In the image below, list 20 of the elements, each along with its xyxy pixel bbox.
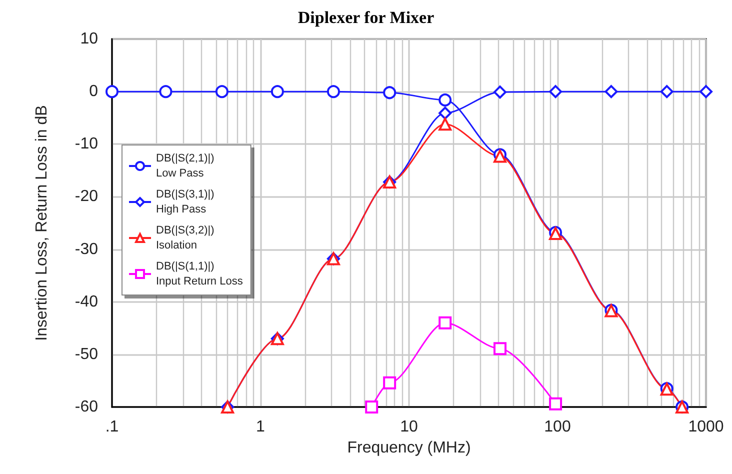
x-tick-label: 1 xyxy=(256,418,266,436)
legend-label: DB(|S(2,1)|) Low Pass xyxy=(156,152,214,180)
legend-label: DB(|S(3,2)|) Isolation xyxy=(156,224,214,252)
y-tick-label: 0 xyxy=(89,83,98,100)
x-tick-label: .1 xyxy=(105,418,119,436)
y-tick-label: -40 xyxy=(74,293,98,310)
y-tick-label: -60 xyxy=(74,398,98,416)
y-tick-label: -20 xyxy=(74,188,98,206)
y-tick-label: -30 xyxy=(74,240,98,258)
x-tick-label: 1000 xyxy=(688,418,724,436)
x-axis-title: Frequency (MHz) xyxy=(347,439,471,456)
y-tick-label: 10 xyxy=(80,30,98,48)
chart-title: Diplexer for Mixer xyxy=(298,8,435,27)
x-tick-label: 10 xyxy=(400,418,418,436)
y-axis-title: Insertion Loss, Return Loss in dB xyxy=(34,105,50,341)
legend-label: DB(|S(3,1)|) High Pass xyxy=(156,188,214,216)
y-tick-label: -50 xyxy=(74,346,98,363)
y-tick-label: -10 xyxy=(74,136,98,153)
legend-label: DB(|S(1,1)|) Input Return Loss xyxy=(156,260,244,288)
x-tick-label: 100 xyxy=(544,418,571,436)
